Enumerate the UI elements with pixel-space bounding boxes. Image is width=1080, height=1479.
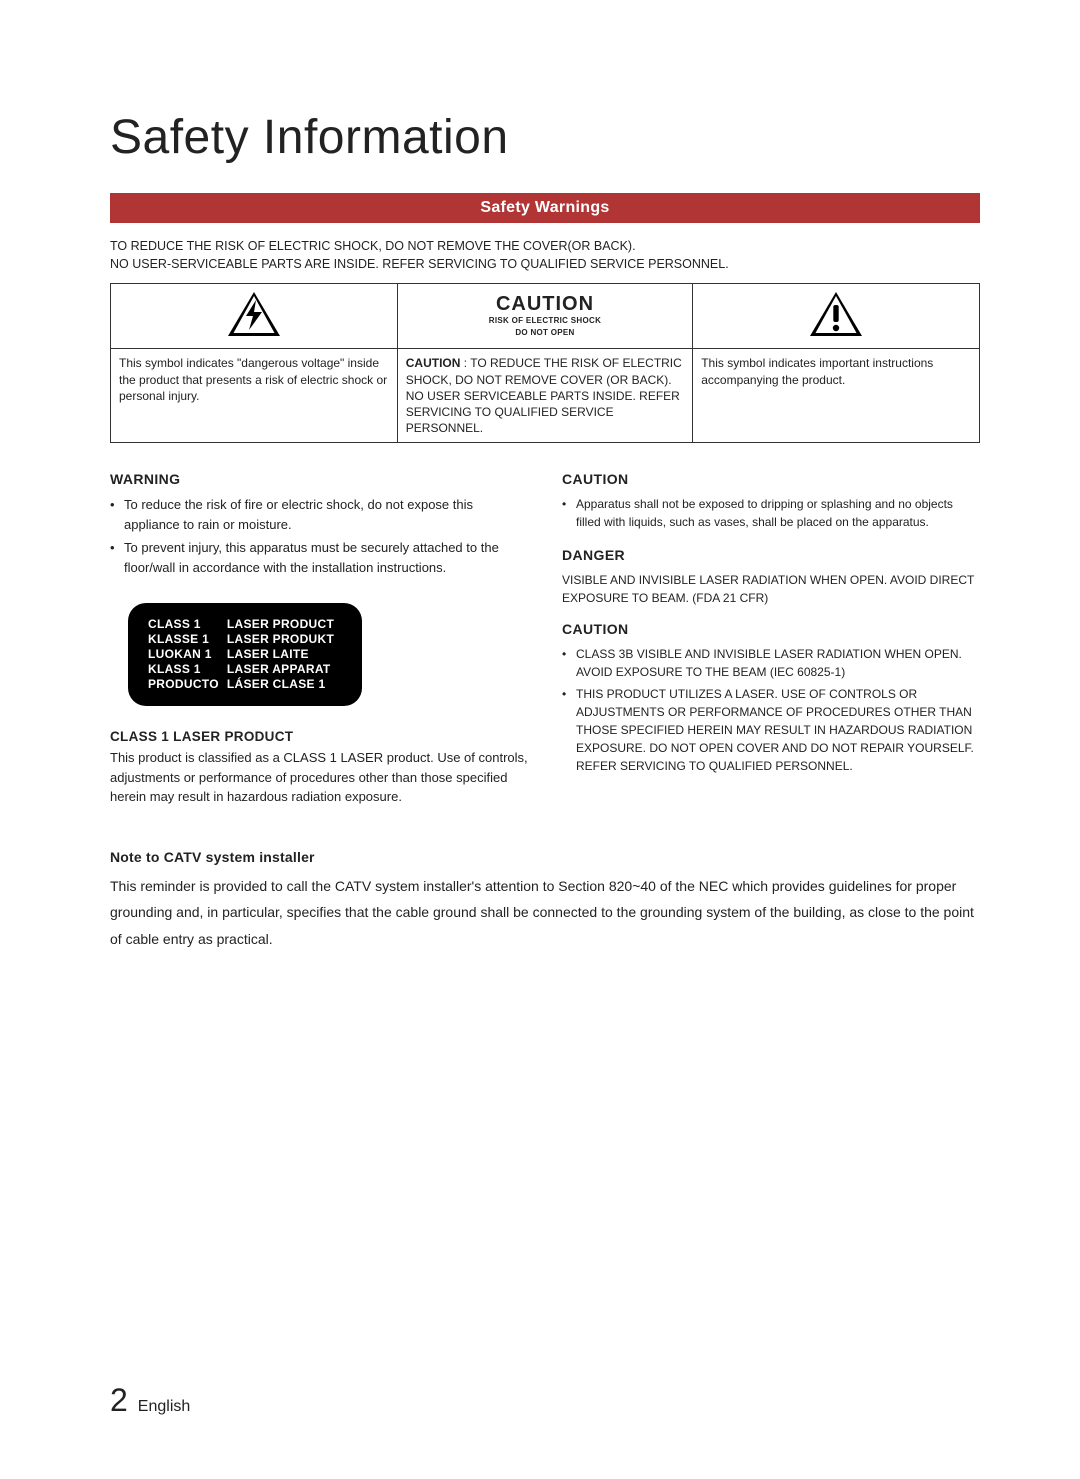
left-column: WARNING To reduce the risk of fire or el… [110, 467, 528, 807]
caution-heading-2: CAUTION [562, 621, 980, 637]
badge-cell: KLASSE 1 [148, 632, 227, 647]
intro-line-1: TO REDUCE THE RISK OF ELECTRIC SHOCK, DO… [110, 239, 636, 253]
badge-cell: LASER APPARAT [227, 662, 342, 677]
intro-text: TO REDUCE THE RISK OF ELECTRIC SHOCK, DO… [110, 237, 980, 273]
caution-list-2: CLASS 3B VISIBLE AND INVISIBLE LASER RAD… [562, 645, 980, 775]
badge-cell: PRODUCTO [148, 677, 227, 692]
class1-heading: CLASS 1 LASER PRODUCT [110, 729, 528, 744]
right-column: CAUTION Apparatus shall not be exposed t… [562, 467, 980, 807]
intro-line-2: NO USER-SERVICEABLE PARTS ARE INSIDE. RE… [110, 257, 729, 271]
badge-cell: CLASS 1 [148, 617, 227, 632]
page-footer: 2 English [110, 1382, 190, 1419]
caution-item: Apparatus shall not be exposed to drippi… [562, 495, 980, 531]
caution-sub-1: RISK OF ELECTRIC SHOCK [406, 316, 684, 326]
laser-class-badge: CLASS 1LASER PRODUCT KLASSE 1LASER PRODU… [128, 603, 362, 706]
caution-heading-1: CAUTION [562, 471, 980, 487]
warning-heading: WARNING [110, 471, 528, 487]
high-voltage-icon [226, 290, 282, 342]
class1-body: This product is classified as a CLASS 1 … [110, 748, 528, 807]
badge-cell: LUOKAN 1 [148, 647, 227, 662]
page-number: 2 [110, 1382, 128, 1419]
badge-cell: LASER PRODUKT [227, 632, 342, 647]
voltage-desc-cell: This symbol indicates "dangerous voltage… [111, 349, 398, 443]
warning-item: To reduce the risk of fire or electric s… [110, 495, 528, 534]
page-title: Safety Information [110, 110, 980, 165]
caution-item: CLASS 3B VISIBLE AND INVISIBLE LASER RAD… [562, 645, 980, 681]
warning-list: To reduce the risk of fire or electric s… [110, 495, 528, 577]
badge-cell: KLASS 1 [148, 662, 227, 677]
caution-title: CAUTION [406, 294, 684, 314]
voltage-symbol-cell [111, 284, 398, 349]
badge-cell: LÁSER CLASE 1 [227, 677, 342, 692]
badge-cell: LASER PRODUCT [227, 617, 342, 632]
caution-sub-2: DO NOT OPEN [406, 328, 684, 338]
caution-list-1: Apparatus shall not be exposed to drippi… [562, 495, 980, 531]
safety-warnings-banner: Safety Warnings [110, 193, 980, 223]
caution-item: THIS PRODUCT UTILIZES A LASER. USE OF CO… [562, 685, 980, 775]
caution-header-cell: CAUTION RISK OF ELECTRIC SHOCK DO NOT OP… [397, 284, 692, 349]
catv-note-heading: Note to CATV system installer [110, 849, 980, 865]
two-column-layout: WARNING To reduce the risk of fire or el… [110, 467, 980, 807]
badge-cell: LASER LAITE [227, 647, 342, 662]
symbol-table: CAUTION RISK OF ELECTRIC SHOCK DO NOT OP… [110, 283, 980, 443]
danger-body: VISIBLE AND INVISIBLE LASER RADIATION WH… [562, 571, 980, 607]
caution-prefix: CAUTION [406, 356, 461, 370]
exclamation-icon [808, 290, 864, 342]
caution-desc-cell: CAUTION : TO REDUCE THE RISK OF ELECTRIC… [397, 349, 692, 443]
exclamation-desc-cell: This symbol indicates important instruct… [693, 349, 980, 443]
danger-heading: DANGER [562, 547, 980, 563]
page-language: English [138, 1398, 190, 1416]
catv-note-body: This reminder is provided to call the CA… [110, 873, 980, 953]
warning-item: To prevent injury, this apparatus must b… [110, 538, 528, 577]
exclamation-symbol-cell [693, 284, 980, 349]
